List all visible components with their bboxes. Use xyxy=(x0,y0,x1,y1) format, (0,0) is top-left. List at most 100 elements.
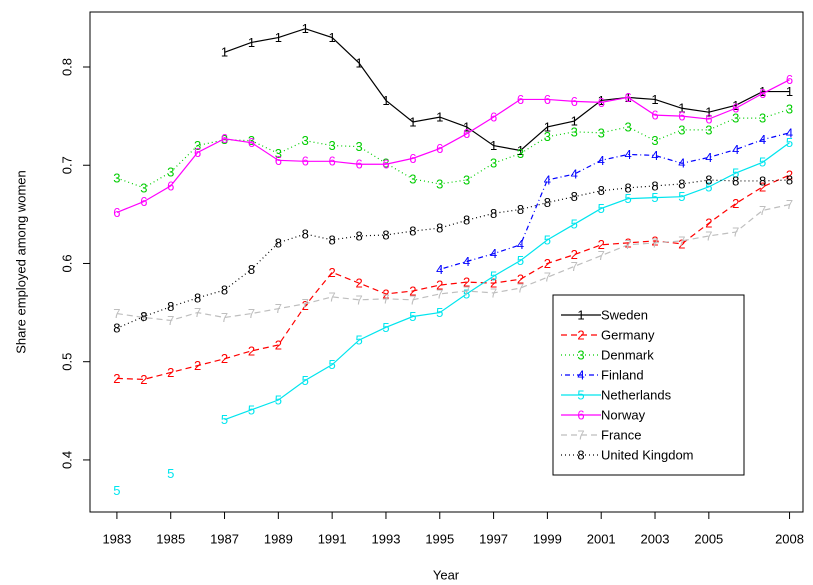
series-line xyxy=(116,179,790,329)
point-marker: 5 xyxy=(167,466,174,481)
point-marker: 4 xyxy=(463,254,470,269)
point-marker: 1 xyxy=(732,98,739,113)
point-marker: 7 xyxy=(275,301,282,316)
point-marker: 6 xyxy=(705,112,712,127)
point-marker: 7 xyxy=(651,235,658,250)
point-marker: 7 xyxy=(678,233,685,248)
x-tick-label: 1999 xyxy=(533,531,562,546)
point-marker: 6 xyxy=(409,151,416,166)
legend-label: Finland xyxy=(601,367,644,382)
point-marker: 5 xyxy=(248,402,255,417)
point-marker: 4 xyxy=(490,246,497,261)
point-marker: 5 xyxy=(786,135,793,150)
point-marker: 1 xyxy=(463,119,470,134)
x-tick-label: 1997 xyxy=(479,531,508,546)
point-marker: 5 xyxy=(275,392,282,407)
point-marker: 5 xyxy=(732,166,739,181)
point-marker: 1 xyxy=(409,114,416,129)
legend-label: France xyxy=(601,427,641,442)
point-marker: 2 xyxy=(490,276,497,291)
point-marker: 5 xyxy=(678,189,685,204)
point-marker: 1 xyxy=(355,56,362,71)
point-marker: 3 xyxy=(221,132,228,147)
x-tick-label: 1985 xyxy=(156,531,185,546)
point-marker: 8 xyxy=(678,176,685,191)
point-marker: 8 xyxy=(705,172,712,187)
point-marker: 7 xyxy=(786,197,793,212)
point-marker: 8 xyxy=(275,235,282,250)
point-marker: 2 xyxy=(598,237,605,252)
point-marker: 2 xyxy=(382,286,389,301)
point-marker: 1 xyxy=(382,93,389,108)
point-marker: 2 xyxy=(221,351,228,366)
point-marker: 5 xyxy=(409,309,416,324)
point-marker: 8 xyxy=(302,226,309,241)
point-marker: 3 xyxy=(598,125,605,140)
point-marker: 7 xyxy=(329,289,336,304)
point-marker: 4 xyxy=(517,237,524,252)
point-marker: 3 xyxy=(248,133,255,148)
legend-label: United Kingdom xyxy=(601,447,694,462)
y-tick-label: 0.7 xyxy=(59,156,74,174)
point-marker: 5 xyxy=(759,155,766,170)
legend-label: Sweden xyxy=(601,307,648,322)
point-marker: 4 xyxy=(544,172,551,187)
point-marker: 4 xyxy=(759,132,766,147)
legend-label: Netherlands xyxy=(601,387,672,402)
point-marker: 1 xyxy=(598,93,605,108)
point-marker: 1 xyxy=(759,84,766,99)
x-tick-label: 1991 xyxy=(318,531,347,546)
point-marker: 8 xyxy=(544,195,551,210)
point-marker: 7 xyxy=(140,310,147,325)
point-marker: 7 xyxy=(544,270,551,285)
legend-symbol: 5 xyxy=(577,387,584,402)
point-marker: 3 xyxy=(382,156,389,171)
point-marker: 5 xyxy=(544,232,551,247)
point-marker: 3 xyxy=(113,170,120,185)
point-marker: 7 xyxy=(598,248,605,263)
point-marker: 7 xyxy=(705,228,712,243)
point-marker: 7 xyxy=(167,313,174,328)
series-line xyxy=(116,108,790,189)
point-marker: 6 xyxy=(786,72,793,87)
point-marker: 8 xyxy=(436,221,443,236)
point-marker: 2 xyxy=(571,247,578,262)
point-marker: 2 xyxy=(436,278,443,293)
point-marker: 5 xyxy=(598,201,605,216)
point-marker: 7 xyxy=(194,305,201,320)
point-marker: 6 xyxy=(355,157,362,172)
point-marker: 6 xyxy=(490,110,497,125)
point-marker: 6 xyxy=(194,145,201,160)
point-marker: 2 xyxy=(409,283,416,298)
point-marker: 4 xyxy=(786,125,793,140)
x-tick-label: 1989 xyxy=(264,531,293,546)
point-marker: 8 xyxy=(786,172,793,187)
point-marker: 7 xyxy=(732,224,739,239)
point-marker: 5 xyxy=(329,357,336,372)
point-marker: 3 xyxy=(571,124,578,139)
point-marker: 8 xyxy=(355,228,362,243)
x-tick-label: 1987 xyxy=(210,531,239,546)
point-marker: 6 xyxy=(544,92,551,107)
series-line xyxy=(116,174,790,380)
point-marker: 6 xyxy=(678,109,685,124)
point-marker: 6 xyxy=(248,135,255,150)
x-tick-label: 1993 xyxy=(372,531,401,546)
point-marker: 3 xyxy=(624,119,631,134)
point-marker: 3 xyxy=(678,122,685,137)
point-marker: 8 xyxy=(517,202,524,217)
point-marker: 8 xyxy=(624,180,631,195)
point-marker: 8 xyxy=(651,178,658,193)
point-marker: 8 xyxy=(598,183,605,198)
point-marker: 1 xyxy=(705,105,712,120)
point-marker: 7 xyxy=(759,203,766,218)
point-marker: 2 xyxy=(194,358,201,373)
point-marker: 3 xyxy=(436,176,443,191)
point-marker: 5 xyxy=(436,305,443,320)
y-tick-label: 0.4 xyxy=(59,451,74,469)
legend-symbol: 3 xyxy=(577,347,584,362)
point-marker: 2 xyxy=(786,168,793,183)
point-marker: 3 xyxy=(194,138,201,153)
point-marker: 8 xyxy=(463,213,470,228)
point-marker: 6 xyxy=(167,178,174,193)
